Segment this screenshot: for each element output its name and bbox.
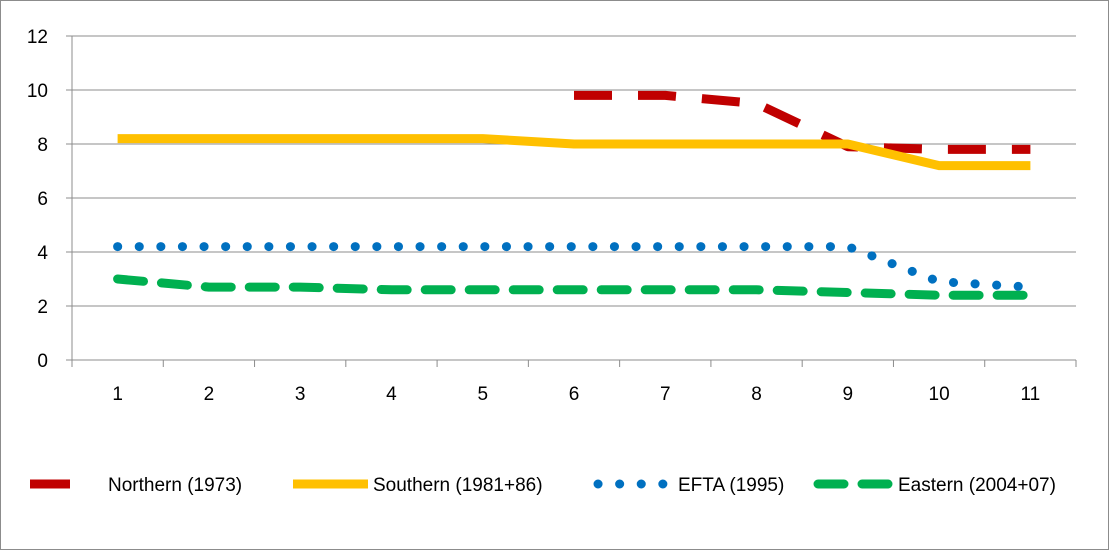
series-line-4 (113, 274, 1035, 300)
y-tick-label: 12 (27, 27, 48, 48)
x-tick-label: 2 (204, 384, 215, 405)
y-tick-label: 2 (37, 297, 48, 318)
y-tick-label: 4 (37, 243, 48, 264)
series-line-3 (113, 242, 1035, 292)
x-tick-label: 1 (112, 384, 123, 405)
legend-label-3: EFTA (1995) (678, 475, 784, 496)
x-tick-label: 3 (295, 384, 306, 405)
y-tick-label: 6 (37, 189, 48, 210)
legend: Northern (1973) Southern (1981+86) EFTA (1… (30, 475, 1056, 496)
legend-label-2: Southern (1981+86) (373, 475, 543, 496)
series-lines (113, 90, 1035, 300)
y-tick-label: 10 (27, 81, 48, 102)
x-tick-label: 4 (386, 384, 397, 405)
y-tick-label: 0 (37, 351, 48, 372)
x-tick-label: 5 (477, 384, 488, 405)
series-line-1 (574, 90, 1031, 154)
legend-label-4: Eastern (2004+07) (898, 475, 1056, 496)
x-tick-label: 9 (843, 384, 854, 405)
x-tick-label: 10 (929, 384, 950, 405)
x-tick-label: 6 (569, 384, 580, 405)
y-tick-label: 8 (37, 135, 48, 156)
legend-label-1: Northern (1973) (108, 475, 242, 496)
series-line-2 (117, 134, 1031, 171)
x-tick-label: 11 (1020, 384, 1040, 405)
gridlines (72, 35, 1076, 307)
x-tick-label: 8 (751, 384, 762, 405)
x-tick-label: 7 (660, 384, 671, 405)
